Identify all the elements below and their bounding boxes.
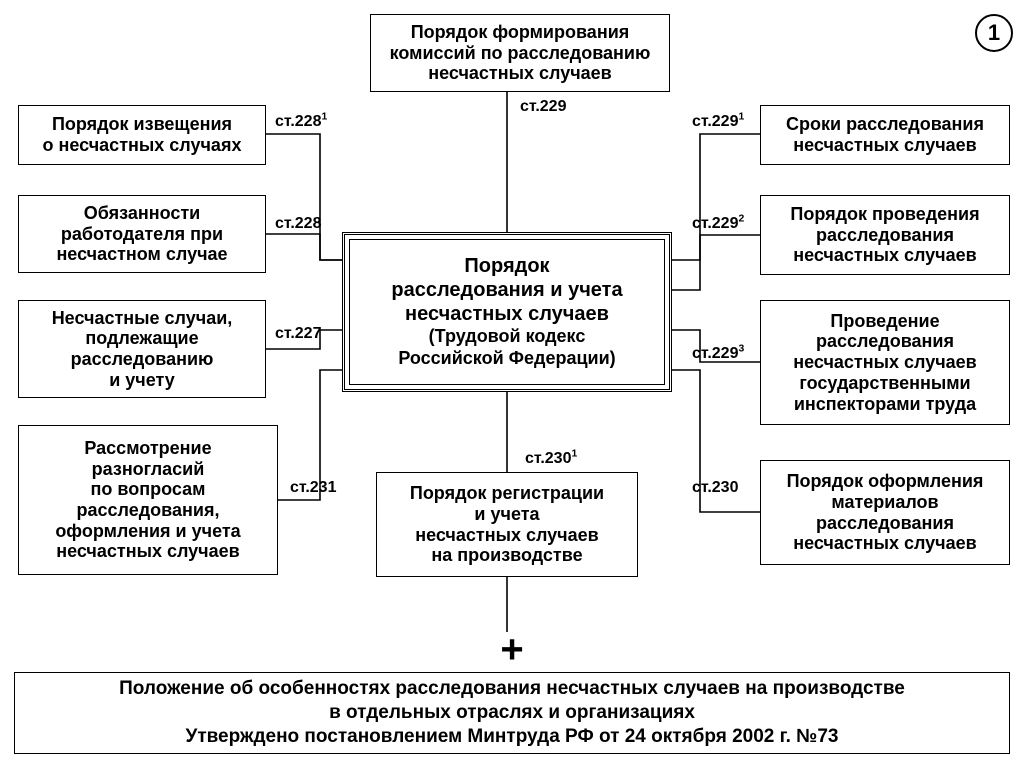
node-l1: Порядок извещенияо несчастных случаях — [18, 105, 266, 165]
label-l3: ст.227 — [275, 325, 321, 343]
label-bot: ст.2301 — [525, 450, 577, 468]
plus-symbol: + — [500, 628, 523, 673]
label-l2: ст.228 — [275, 215, 321, 233]
label-l1: ст.2281 — [275, 113, 327, 131]
label-r2: ст.2292 — [692, 215, 744, 233]
center-sub: (Трудовой кодексРоссийской Федерации) — [398, 326, 615, 369]
center-node-inner: Порядокрасследования и учетанесчастных с… — [349, 239, 665, 385]
footer-line3: Утверждено постановлением Минтруда РФ от… — [186, 725, 839, 749]
node-top: Порядок формированиякомиссий по расследо… — [370, 14, 670, 92]
node-r3: Проведениерасследованиянесчастных случае… — [760, 300, 1010, 425]
node-r4: Порядок оформленияматериаловрасследовани… — [760, 460, 1010, 565]
node-r1: Сроки расследованиянесчастных случаев — [760, 105, 1010, 165]
page-number-badge: 1 — [975, 14, 1013, 52]
label-top: ст.229 — [520, 98, 566, 116]
center-node: Порядокрасследования и учетанесчастных с… — [342, 232, 672, 392]
label-l4: ст.231 — [290, 479, 336, 497]
label-r4: ст.230 — [692, 479, 738, 497]
node-bottom: Порядок регистрациии учетанесчастных слу… — [376, 472, 638, 577]
node-l2: Обязанностиработодателя принесчастном сл… — [18, 195, 266, 273]
node-l4: Рассмотрениеразногласийпо вопросамрассле… — [18, 425, 278, 575]
center-title: Порядокрасследования и учетанесчастных с… — [391, 254, 622, 326]
node-l3: Несчастные случаи,подлежащиерасследовани… — [18, 300, 266, 398]
node-r2: Порядок проведениярасследованиянесчастны… — [760, 195, 1010, 275]
footer-line2: в отдельных отраслях и организациях — [329, 701, 695, 725]
label-r3: ст.2293 — [692, 345, 744, 363]
label-r1: ст.2291 — [692, 113, 744, 131]
page-number: 1 — [988, 20, 1000, 46]
footer-line1: Положение об особенностях расследования … — [119, 677, 905, 701]
footer-box: Положение об особенностях расследования … — [14, 672, 1010, 754]
